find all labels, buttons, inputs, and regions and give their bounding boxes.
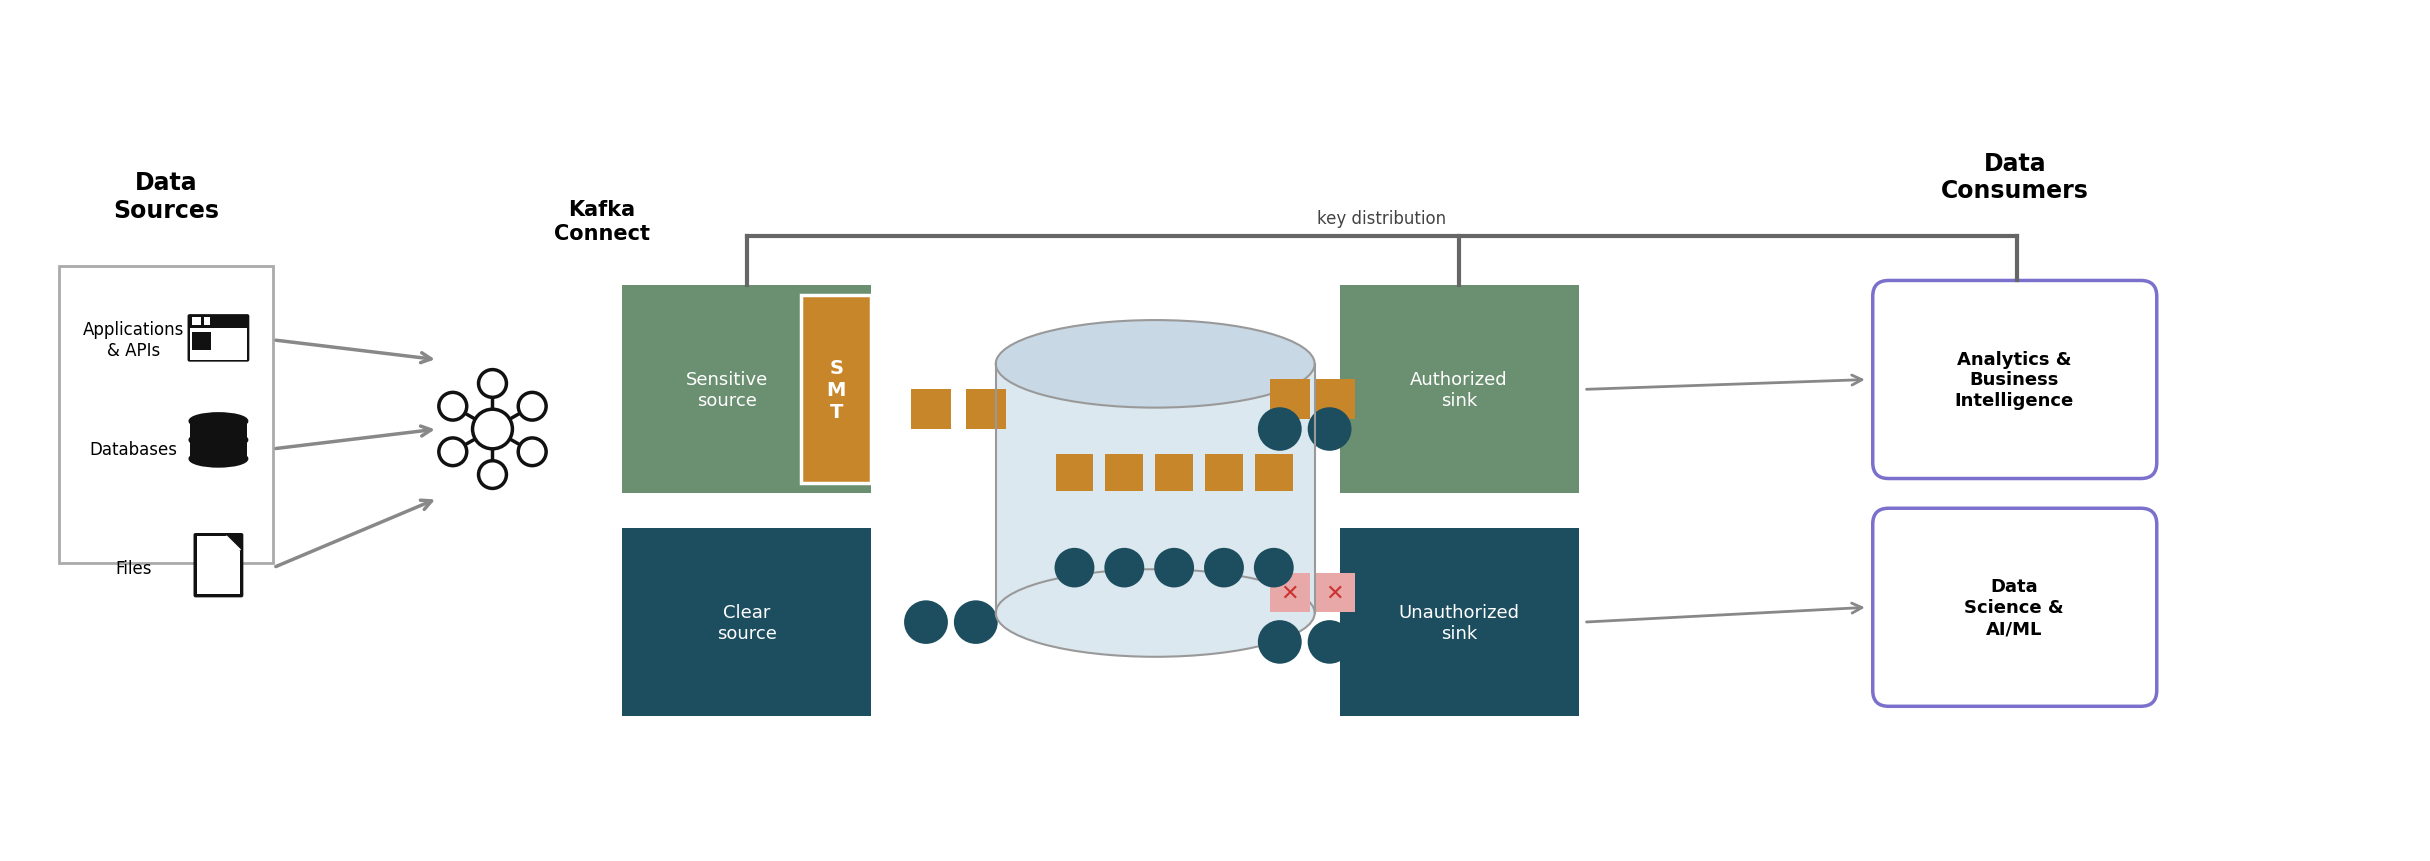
Circle shape: [518, 438, 547, 466]
Circle shape: [479, 461, 505, 489]
FancyBboxPatch shape: [622, 529, 872, 716]
FancyBboxPatch shape: [1339, 529, 1580, 716]
FancyBboxPatch shape: [190, 422, 248, 440]
FancyBboxPatch shape: [1106, 455, 1142, 492]
FancyBboxPatch shape: [1055, 455, 1094, 492]
Ellipse shape: [996, 320, 1315, 408]
Text: key distribution: key distribution: [1317, 210, 1446, 228]
Circle shape: [518, 393, 547, 421]
Ellipse shape: [190, 432, 248, 449]
Text: Unauthorized
sink: Unauthorized sink: [1400, 603, 1519, 641]
Ellipse shape: [996, 570, 1315, 657]
FancyBboxPatch shape: [192, 332, 211, 350]
Circle shape: [479, 370, 505, 398]
Circle shape: [1259, 408, 1302, 451]
FancyBboxPatch shape: [1339, 286, 1580, 494]
Text: S
M
T: S M T: [826, 358, 846, 421]
Ellipse shape: [190, 413, 248, 430]
Text: Sensitive
source: Sensitive source: [685, 370, 768, 409]
Text: Analytics &
Business
Intelligence: Analytics & Business Intelligence: [1954, 350, 2073, 410]
FancyBboxPatch shape: [192, 318, 202, 325]
Text: Kafka
Connect: Kafka Connect: [554, 201, 651, 244]
Circle shape: [471, 410, 513, 449]
FancyBboxPatch shape: [1874, 509, 2158, 707]
FancyBboxPatch shape: [996, 364, 1315, 613]
FancyBboxPatch shape: [1254, 455, 1293, 492]
Circle shape: [440, 438, 467, 466]
Circle shape: [1103, 548, 1145, 588]
Text: Data
Science &
AI/ML: Data Science & AI/ML: [1963, 578, 2063, 637]
Text: ✕: ✕: [1281, 583, 1300, 603]
FancyBboxPatch shape: [194, 533, 243, 598]
Ellipse shape: [190, 451, 248, 468]
FancyBboxPatch shape: [204, 318, 211, 325]
Circle shape: [1055, 548, 1094, 588]
Circle shape: [955, 601, 999, 644]
FancyBboxPatch shape: [1271, 380, 1310, 419]
FancyBboxPatch shape: [1874, 282, 2158, 479]
FancyBboxPatch shape: [197, 536, 241, 595]
FancyBboxPatch shape: [190, 440, 248, 459]
Circle shape: [1254, 548, 1293, 588]
FancyBboxPatch shape: [1315, 573, 1354, 612]
Circle shape: [1307, 408, 1351, 451]
FancyBboxPatch shape: [187, 315, 250, 362]
Circle shape: [904, 601, 948, 644]
FancyBboxPatch shape: [58, 266, 272, 563]
Circle shape: [1154, 548, 1193, 588]
FancyBboxPatch shape: [1154, 455, 1193, 492]
Text: Data
Consumers: Data Consumers: [1942, 152, 2090, 203]
FancyBboxPatch shape: [911, 390, 950, 430]
Text: Authorized
sink: Authorized sink: [1409, 370, 1509, 409]
Circle shape: [1259, 621, 1302, 664]
Text: Applications
& APIs: Applications & APIs: [83, 321, 185, 360]
Text: Data
Sources: Data Sources: [114, 171, 219, 223]
FancyBboxPatch shape: [1315, 380, 1354, 419]
Circle shape: [1203, 548, 1244, 588]
FancyBboxPatch shape: [965, 390, 1006, 430]
Polygon shape: [226, 536, 241, 550]
FancyBboxPatch shape: [622, 286, 872, 494]
Text: Databases: Databases: [90, 440, 177, 458]
Text: Clear
source: Clear source: [717, 603, 778, 641]
FancyBboxPatch shape: [1271, 573, 1310, 612]
FancyBboxPatch shape: [190, 329, 248, 360]
Text: ✕: ✕: [1324, 583, 1344, 603]
Circle shape: [1307, 621, 1351, 664]
Circle shape: [440, 393, 467, 421]
Text: Files: Files: [117, 559, 153, 577]
Polygon shape: [226, 536, 241, 550]
FancyBboxPatch shape: [1205, 455, 1242, 492]
FancyBboxPatch shape: [802, 296, 872, 484]
FancyBboxPatch shape: [190, 329, 248, 360]
